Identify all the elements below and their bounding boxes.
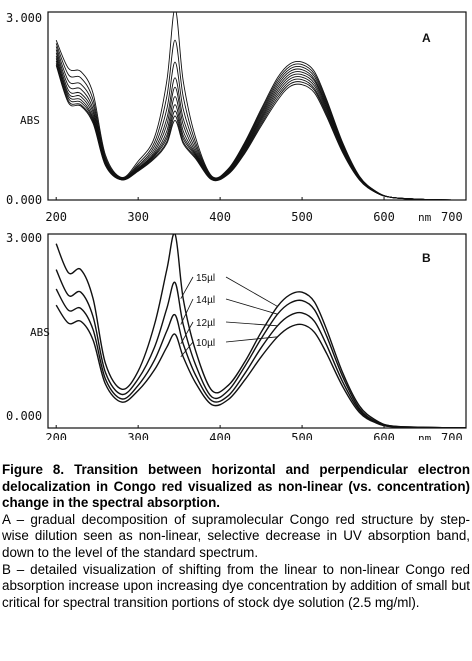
x-ticks-a: 200 300 400 500 600 700 (45, 197, 467, 224)
y-tick-top-a: 3.000 (6, 11, 42, 25)
x-axis-label-a: nm (418, 211, 432, 224)
panel-a: 3.000 0.000 ABS A nm 200 300 400 500 600 700 (6, 11, 467, 224)
x-tick-label: 300 (127, 431, 149, 440)
y-axis-label-b: ABS (30, 326, 50, 339)
spectrum-line (55, 12, 466, 200)
leader-line (225, 276, 278, 307)
caption-para-b: B – detailed visualization of shifting f… (2, 561, 470, 610)
spectrum-line (55, 234, 466, 428)
leader-line (225, 298, 278, 315)
spectrum-line (55, 304, 466, 428)
caption-para-a: A – gradual decomposition of supramolecu… (2, 511, 470, 560)
series-label: 10µl (196, 338, 215, 349)
x-tick-label: 600 (373, 210, 395, 224)
leader-line (180, 298, 194, 325)
series-label: 14µl (196, 295, 215, 306)
x-tick-label: 200 (45, 431, 67, 440)
x-tick-label: 700 (441, 431, 463, 440)
series-label: 12µl (196, 318, 215, 329)
x-tick-label: 400 (209, 210, 231, 224)
plot-frame-a (47, 11, 467, 201)
x-tick-label: 300 (127, 210, 149, 224)
y-tick-top-b: 3.000 (6, 231, 42, 245)
spectrum-line (55, 288, 466, 428)
spectrum-line (55, 63, 466, 200)
x-tick-label: 200 (45, 210, 67, 224)
figure: 3.000 0.000 ABS A nm 200 300 400 500 600 700 … (6, 11, 467, 440)
x-tick-label: 600 (373, 431, 395, 440)
x-tick-label: 500 (291, 210, 313, 224)
series-labels-b: 15µl 14µl 12µl 10µl (180, 273, 278, 358)
y-tick-bottom-b: 0.000 (6, 409, 42, 423)
leader-line (180, 276, 194, 299)
y-tick-bottom-a: 0.000 (6, 193, 42, 207)
leader-line (225, 321, 278, 327)
panel-label-b: B (422, 251, 431, 265)
plot-frame-b (47, 233, 467, 429)
caption-title: Figure 8. Transition between horizontal … (2, 462, 470, 511)
leader-line (180, 321, 194, 345)
x-tick-label: 700 (441, 210, 463, 224)
series-label: 15µl (196, 273, 215, 284)
x-tick-label: 500 (291, 431, 313, 440)
x-ticks-b: 200 300 400 500 600 700 (45, 425, 467, 440)
spectra-a (55, 12, 466, 200)
leader-line (180, 341, 194, 358)
figure-caption: Figure 8. Transition between horizontal … (2, 462, 470, 611)
panel-label-a: A (422, 31, 431, 45)
y-axis-label-a: ABS (20, 114, 40, 127)
spectrum-line (55, 269, 466, 428)
spectrum-line (55, 65, 466, 200)
x-tick-label: 400 (209, 431, 231, 440)
panel-b: 3.000 0.000 ABS B nm 200 300 400 500 600 700 … (6, 231, 467, 440)
x-axis-label-b: nm (418, 432, 432, 440)
spectra-b (55, 234, 466, 428)
leader-line (225, 336, 278, 343)
